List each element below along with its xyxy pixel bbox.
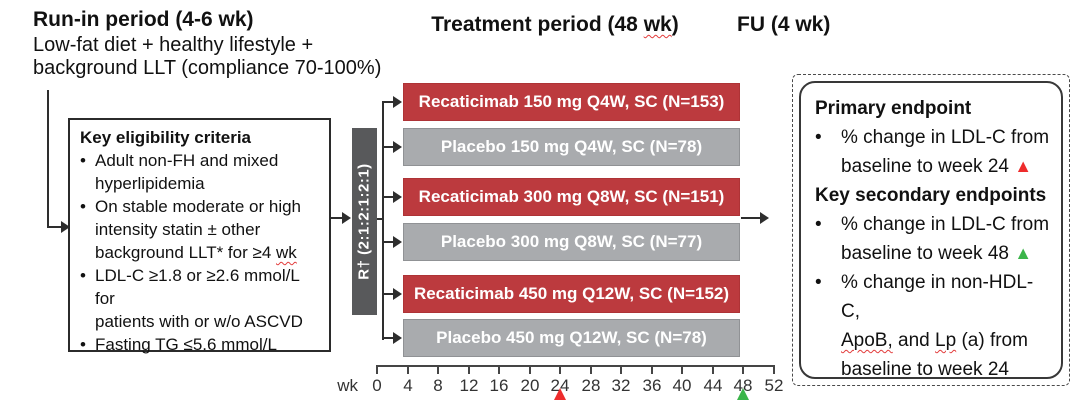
branch-line — [383, 101, 394, 103]
axis-tick — [437, 365, 439, 374]
branch-line — [383, 146, 394, 148]
eligibility-item: • On stable moderate or high intensity st… — [80, 195, 321, 264]
axis-tick-label: 16 — [489, 376, 509, 395]
randomization-label: R† (2:1:2:1:2:1) — [356, 163, 373, 280]
axis-tick — [620, 365, 622, 374]
axis-tick — [712, 365, 714, 374]
endpoint-item: • % change in LDL-C from baseline to week… — [815, 123, 1051, 181]
axis-tick-label: 0 — [372, 376, 382, 395]
runin-connector-horizontal-line — [47, 226, 63, 228]
runin-period-title: Run-in period (4-6 wk) — [33, 8, 254, 31]
green-triangle-icon: ▲ — [1014, 243, 1033, 263]
treatment-title-paren: ) — [671, 13, 679, 36]
eligibility-item-text: On stable moderate or high intensity stat… — [95, 197, 302, 262]
branch-line — [383, 196, 394, 198]
secondary-endpoints-title: Key secondary endpoints — [815, 185, 1047, 206]
endpoint-item-text: % change in LDL-C from baseline to week 2… — [841, 127, 1050, 177]
primary-endpoint-title: Primary endpoint — [815, 98, 972, 119]
eligibility-item-text: LDL-C ≥1.8 or ≥2.6 mmol/L for patients wi… — [95, 266, 303, 331]
arm-bar-recaticimab-150: Recaticimab 150 mg Q4W, SC (N=153) — [403, 83, 740, 121]
week48-marker-icon — [737, 388, 749, 400]
treatment-period-title: Treatment period (48 wk) — [410, 13, 700, 37]
axis-tick-label: 36 — [642, 376, 662, 395]
axis-tick — [651, 365, 653, 374]
axis-tick-label: 40 — [672, 376, 692, 395]
week-axis-line — [376, 365, 775, 367]
eligibility-item: • Adult non-FH and mixed hyperlipidemia — [80, 149, 321, 195]
arrow-right-icon — [393, 288, 402, 300]
axis-tick — [590, 365, 592, 374]
arrow-right-icon — [393, 96, 402, 108]
axis-tick-label: 52 — [764, 376, 784, 395]
bullet-icon: • — [815, 214, 822, 235]
eligibility-to-randomization-line — [331, 217, 344, 219]
arm-bar-placebo-450: Placebo 450 mg Q12W, SC (N=78) — [403, 319, 740, 357]
bullet-icon: • — [815, 272, 822, 293]
bullet-icon: • — [80, 266, 86, 285]
arrow-right-icon — [393, 191, 402, 203]
axis-unit-label: wk — [337, 376, 358, 395]
arrow-right-icon — [393, 236, 402, 248]
eligibility-criteria-box: Key eligibility criteria • Adult non-FH … — [68, 118, 331, 354]
bullet-icon: • — [80, 335, 86, 354]
axis-tick — [468, 365, 470, 374]
bullet-icon: • — [815, 127, 822, 148]
arrow-right-icon — [393, 141, 402, 153]
eligibility-item-text: Fasting TG ≤5.6 mmol/L — [95, 335, 277, 354]
runin-period-subtitle: Low-fat diet + healthy lifestyle + backg… — [33, 34, 381, 80]
endpoint-item: • % change in LDL-C from baseline to week… — [815, 210, 1051, 268]
arms-to-endpoints-line — [741, 217, 762, 219]
axis-tick — [529, 365, 531, 374]
axis-tick — [773, 365, 775, 374]
arrow-right-icon — [393, 332, 402, 344]
axis-tick-label: 20 — [520, 376, 540, 395]
eligibility-item: • LDL-C ≥1.8 or ≥2.6 mmol/L for patients … — [80, 264, 321, 333]
axis-tick-label: 32 — [611, 376, 631, 395]
followup-period-title: FU (4 wk) — [737, 13, 831, 36]
axis-tick — [376, 365, 378, 374]
axis-tick — [681, 365, 683, 374]
axis-tick — [498, 365, 500, 374]
branch-line — [383, 337, 394, 339]
arm-bar-recaticimab-450: Recaticimab 450 mg Q12W, SC (N=152) — [403, 275, 740, 313]
arm-bar-placebo-300: Placebo 300 mg Q8W, SC (N=77) — [403, 223, 740, 261]
runin-subtitle-line2: background LLT (compliance 70-100%) — [33, 57, 382, 79]
eligibility-item-text: Adult non-FH and mixed hyperlipidemia — [95, 151, 279, 193]
arrow-right-icon — [342, 212, 351, 224]
axis-tick-label: 8 — [433, 376, 443, 395]
branch-line — [383, 293, 394, 295]
runin-connector-vertical-line — [47, 90, 49, 228]
axis-tick-label: 4 — [403, 376, 413, 395]
eligibility-item: • Fasting TG ≤5.6 mmol/L — [80, 333, 321, 356]
treatment-title-text: Treatment period (48 — [431, 13, 644, 36]
axis-tick — [407, 365, 409, 374]
red-triangle-icon: ▲ — [1014, 156, 1033, 176]
arm-bar-placebo-150: Placebo 150 mg Q4W, SC (N=78) — [403, 128, 740, 166]
axis-tick — [559, 365, 561, 374]
arrow-right-icon — [760, 212, 769, 224]
endpoint-item: • % change in non-HDL-C, ApoB, and Lp (a)… — [815, 268, 1051, 384]
axis-tick-label: 12 — [459, 376, 479, 395]
endpoint-item-text: % change in non-HDL-C, ApoB, and Lp (a) f… — [841, 272, 1034, 380]
endpoints-box: Primary endpoint • % change in LDL-C fro… — [799, 81, 1063, 380]
runin-subtitle-line1: Low-fat diet + healthy lifestyle + — [33, 34, 314, 56]
week24-marker-icon — [554, 388, 566, 400]
bullet-icon: • — [80, 151, 86, 170]
endpoints-outer-dashed-box — [792, 74, 1070, 386]
axis-tick-label: 28 — [581, 376, 601, 395]
endpoint-item-text: % change in LDL-C from baseline to week 4… — [841, 214, 1050, 264]
axis-tick-label: 44 — [703, 376, 723, 395]
treatment-title-wk: wk — [643, 13, 672, 36]
arrow-right-icon — [61, 221, 70, 233]
arm-bar-recaticimab-300: Recaticimab 300 mg Q8W, SC (N=151) — [403, 178, 740, 216]
branch-vertical-line — [382, 101, 384, 340]
bullet-icon: • — [80, 197, 86, 216]
branch-line — [383, 241, 394, 243]
branch-stem-line — [377, 218, 384, 220]
axis-tick — [742, 365, 744, 374]
eligibility-title: Key eligibility criteria — [80, 128, 252, 147]
randomization-box: R† (2:1:2:1:2:1) — [352, 128, 377, 315]
